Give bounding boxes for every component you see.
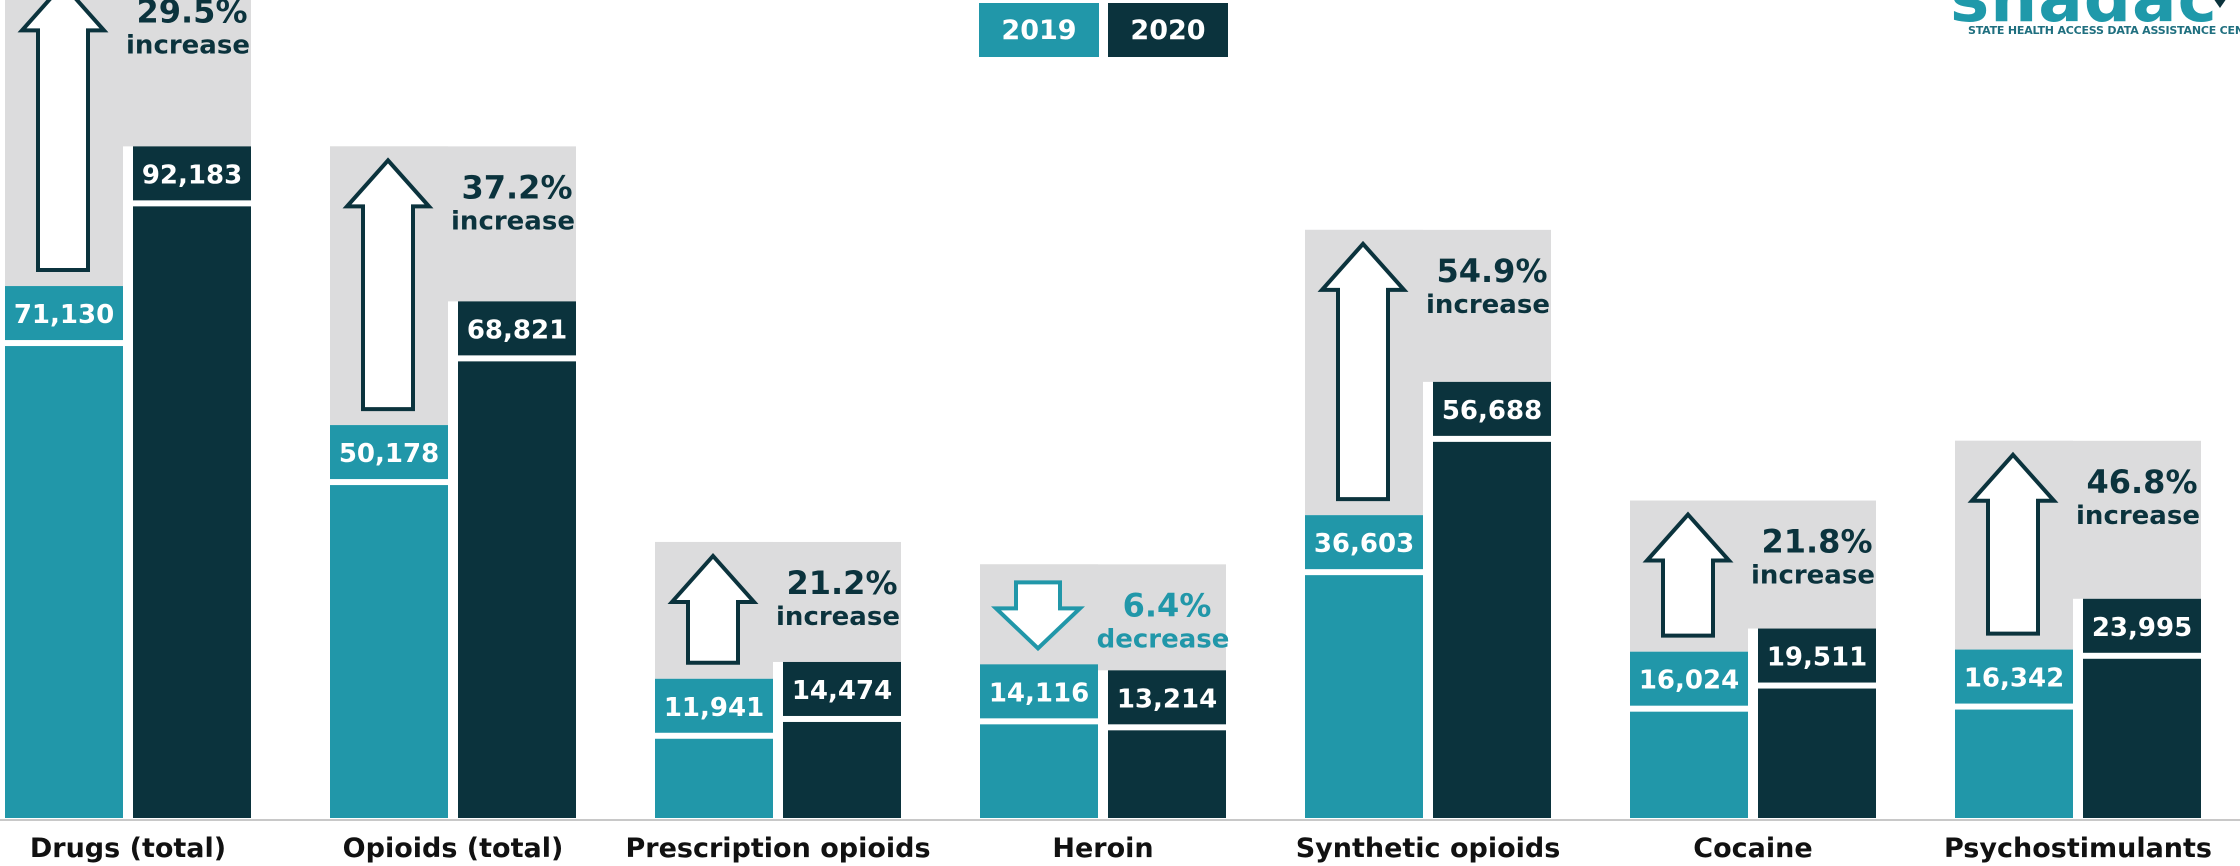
value-label-box-2020 bbox=[133, 146, 251, 201]
bar-2019 bbox=[5, 346, 123, 818]
bar-2020 bbox=[133, 206, 251, 819]
data-label-2020: 68,821 bbox=[467, 315, 567, 345]
bar-2020 bbox=[1108, 730, 1226, 818]
data-label-2020: 14,474 bbox=[792, 676, 892, 706]
up-arrow-icon bbox=[342, 157, 434, 412]
bar-2019 bbox=[330, 485, 448, 818]
data-label-2020: 13,214 bbox=[1117, 684, 1217, 714]
logo-v-icon bbox=[2202, 0, 2238, 8]
value-label-box-2020 bbox=[1758, 628, 1876, 683]
change-direction: increase bbox=[126, 30, 250, 60]
change-direction: increase bbox=[1426, 290, 1550, 320]
change-direction: increase bbox=[2076, 501, 2200, 531]
bar-2019 bbox=[1305, 575, 1423, 818]
bar-2020 bbox=[458, 361, 576, 818]
category-label: Heroin bbox=[1052, 833, 1153, 864]
bar-2019 bbox=[1955, 709, 2073, 818]
category-label: Cocaine bbox=[1693, 833, 1812, 864]
value-label-box-2020 bbox=[2083, 598, 2201, 653]
category-label: Drugs (total) bbox=[30, 833, 226, 864]
category-label: Opioids (total) bbox=[343, 833, 564, 864]
change-percent: 37.2% bbox=[461, 168, 572, 206]
logo-mark: shadac bbox=[1950, 0, 2218, 37]
bar-2020 bbox=[1758, 688, 1876, 818]
change-percent: 21.8% bbox=[1761, 523, 1872, 561]
legend-2020: 2020 bbox=[1108, 3, 1228, 57]
data-label-2019: 16,342 bbox=[1964, 664, 2064, 694]
value-label-box-2020 bbox=[1433, 381, 1551, 436]
bar-2019 bbox=[980, 724, 1098, 818]
category-label: Prescription opioids bbox=[625, 833, 930, 864]
data-label-2019: 14,116 bbox=[989, 678, 1089, 708]
change-direction: increase bbox=[776, 602, 900, 632]
down-arrow-icon bbox=[991, 580, 1085, 652]
value-label-box-2019 bbox=[1630, 651, 1748, 706]
value-label-box-2020 bbox=[1108, 670, 1226, 725]
change-direction: increase bbox=[1751, 561, 1875, 591]
up-arrow-icon bbox=[1317, 240, 1409, 502]
value-label-box-2020 bbox=[458, 301, 576, 356]
data-label-2019: 11,941 bbox=[664, 693, 764, 723]
data-label-2019: 36,603 bbox=[1314, 529, 1414, 559]
category-label: Synthetic opioids bbox=[1296, 833, 1561, 864]
value-label-box-2019 bbox=[1305, 515, 1423, 570]
value-label-box-2019 bbox=[330, 425, 448, 480]
value-label-box-2019 bbox=[655, 678, 773, 733]
bar-2020 bbox=[1433, 441, 1551, 818]
bar-2019 bbox=[1630, 711, 1748, 818]
data-label-2019: 16,024 bbox=[1639, 666, 1739, 696]
up-arrow-icon bbox=[667, 552, 759, 665]
logo-subtitle: STATE HEALTH ACCESS DATA ASSISTANCE CENT… bbox=[1968, 24, 2240, 37]
change-percent: 54.9% bbox=[1436, 252, 1547, 290]
change-percent: 6.4% bbox=[1123, 586, 1212, 624]
value-label-box-2019 bbox=[5, 286, 123, 341]
bar-2019 bbox=[655, 738, 773, 818]
shadac-logo: shadac STATE HEALTH ACCESS DATA ASSISTAN… bbox=[1950, 0, 2240, 40]
change-direction: decrease bbox=[1097, 624, 1230, 654]
up-arrow-icon bbox=[1967, 451, 2059, 636]
value-label-box-2019 bbox=[1955, 649, 2073, 704]
value-label-box-2019 bbox=[980, 664, 1098, 719]
bar-2020 bbox=[2083, 658, 2201, 818]
data-label-2020: 92,183 bbox=[142, 160, 242, 190]
up-arrow-icon bbox=[17, 0, 109, 273]
category-label: Psychostimulants bbox=[1944, 833, 2212, 864]
data-label-2020: 56,688 bbox=[1442, 396, 1542, 426]
value-label-box-2020 bbox=[783, 661, 901, 716]
up-arrow-icon bbox=[1642, 511, 1734, 638]
bar-2020 bbox=[783, 721, 901, 818]
legend-2019: 2019 bbox=[979, 3, 1099, 57]
data-label-2019: 71,130 bbox=[14, 300, 114, 330]
data-label-2020: 23,995 bbox=[2092, 613, 2192, 643]
data-label-2020: 19,511 bbox=[1767, 643, 1867, 673]
change-percent: 21.2% bbox=[786, 564, 897, 602]
change-direction: increase bbox=[451, 206, 575, 236]
data-label-2019: 50,178 bbox=[339, 439, 439, 469]
change-percent: 29.5% bbox=[136, 0, 247, 30]
change-percent: 46.8% bbox=[2086, 463, 2197, 501]
